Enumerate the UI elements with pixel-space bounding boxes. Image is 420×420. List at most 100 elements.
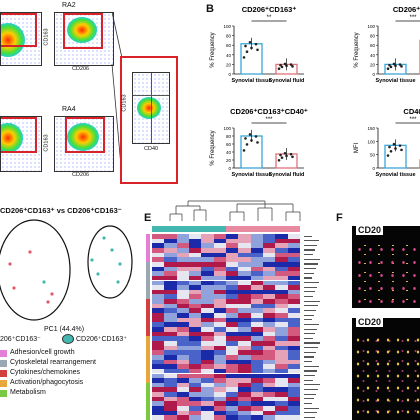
heatmap-cell [238, 234, 251, 239]
bar-charts: CD206⁺CD163⁺ % Frequency 0 20 40 60 80 100 Synov… [210, 5, 420, 178]
heatmap-cell [152, 275, 165, 281]
heatmap-cell [152, 345, 165, 351]
heatmap-cell [238, 322, 251, 327]
heatmap-cell [189, 401, 202, 407]
heatmap-cell [164, 406, 177, 411]
heatmap-cell [226, 340, 239, 346]
data-point [394, 147, 397, 150]
heatmap-cell [263, 275, 276, 281]
heatmap-cell [226, 345, 239, 351]
heatmap-cell [250, 243, 263, 248]
heatmap-cell [287, 243, 300, 248]
heatmap-cell [213, 308, 226, 314]
heatmap-cell [201, 359, 214, 365]
pca-point [118, 262, 122, 266]
heatmap-cell [238, 243, 251, 248]
heatmap-cell [164, 252, 177, 258]
heatmap-cell [275, 238, 288, 244]
heatmap-cell [275, 410, 288, 416]
data-point [388, 145, 391, 149]
heatmap-cell [226, 354, 239, 360]
heatmap-cell [164, 359, 177, 365]
gene-label-mark [304, 323, 319, 326]
heatmap-cell [226, 275, 239, 281]
heatmap-cell [275, 289, 288, 295]
heatmap-cell [213, 387, 226, 393]
heatmap-cell [213, 392, 226, 397]
heatmap-cell [250, 415, 263, 420]
bar-chart-title: CD206⁺CD163⁺CD40⁺ [230, 107, 308, 116]
heatmap-cell [287, 327, 300, 332]
heatmap-cell [152, 392, 165, 397]
heatmap-cell [275, 261, 288, 267]
heatmap-group-bar [275, 226, 288, 232]
panel-label-b: B [206, 3, 214, 15]
heatmap-cell [250, 294, 263, 300]
heatmap-cell [263, 327, 276, 332]
heatmap-cell [275, 294, 288, 300]
heatmap-group-bar [263, 226, 276, 232]
heatmap-cell [263, 340, 276, 346]
heatmap-cell [263, 392, 276, 397]
y-tick-label: 40 [226, 150, 232, 155]
heatmap-cell [275, 285, 288, 290]
heatmap-cell [275, 392, 288, 397]
heatmap-cell [263, 271, 276, 276]
heatmap-cell [238, 345, 251, 351]
heatmap-cell [189, 238, 202, 244]
heatmap-cell [263, 396, 276, 402]
heatmap-cell [287, 234, 300, 239]
heatmap-cell [164, 392, 177, 397]
y-tick-label: 60 [226, 142, 232, 147]
heatmap-cell [189, 350, 202, 355]
y-tick-label: 0 [372, 72, 375, 77]
flow-plot [0, 116, 42, 172]
heatmap-cell [152, 396, 165, 402]
heatmap-cell [287, 364, 300, 369]
heatmap-cell [275, 299, 288, 304]
heatmap-cell [226, 368, 239, 374]
heatmap-cell [201, 415, 214, 420]
pathway-annotation-bar [146, 299, 150, 337]
bar-chart-title: CD206⁺ CD [393, 5, 420, 14]
data-point [389, 65, 393, 69]
heatmap-cell [189, 373, 202, 379]
pathway-label: Cytoskeletal rearrangement [10, 359, 96, 366]
pathway-annotation-bar [146, 261, 150, 300]
heatmap-cell [263, 364, 276, 369]
microscopy-image: CD20 [352, 318, 420, 420]
heatmap-cell [176, 303, 189, 309]
heatmap-cell [263, 387, 276, 393]
heatmap-cell [263, 373, 276, 379]
data-point [400, 65, 403, 68]
heatmap-cell [189, 410, 202, 416]
data-point [250, 139, 253, 142]
gene-label-mark [304, 347, 318, 349]
heatmap-cell [164, 271, 177, 276]
gene-label-mark [304, 282, 319, 284]
gene-label-mark [304, 319, 312, 321]
pca-legend-b-marker [62, 334, 74, 344]
gene-label-mark [304, 375, 315, 377]
category-label: Synovial fluid [269, 78, 305, 84]
heatmap-cell [201, 243, 214, 248]
heatmap-cell [189, 252, 202, 258]
heatmap-cell [226, 252, 239, 258]
heatmap-cell [213, 331, 226, 337]
heatmap-cell [275, 378, 288, 383]
heatmap-cell [263, 285, 276, 290]
heatmap-cell [226, 289, 239, 295]
y-tick-label: 0 [372, 166, 375, 171]
data-point [283, 152, 287, 155]
heatmap-cell [250, 266, 263, 272]
heatmap-cell [287, 238, 300, 244]
gene-label-mark [304, 272, 314, 274]
heatmap-cell [213, 243, 226, 248]
data-point [244, 44, 247, 48]
heatmap-cell [213, 354, 226, 360]
heatmap-cell [164, 368, 177, 374]
data-point [279, 63, 282, 67]
heatmap-cell [176, 327, 189, 332]
heatmap-cell [250, 252, 263, 258]
heatmap-cell [189, 345, 202, 351]
